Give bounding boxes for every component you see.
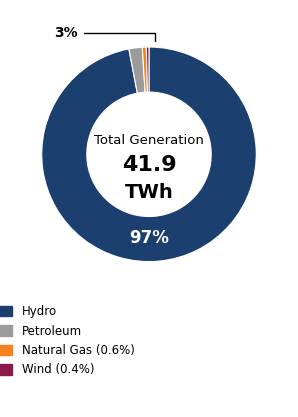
Text: TWh: TWh [125, 183, 173, 202]
Wedge shape [129, 47, 145, 93]
Text: Total Generation: Total Generation [94, 134, 204, 147]
Text: 97%: 97% [129, 229, 169, 247]
Text: 41.9: 41.9 [122, 155, 176, 175]
Text: 3%: 3% [55, 26, 156, 41]
Wedge shape [146, 47, 149, 92]
Legend: Hydro, Petroleum, Natural Gas (0.6%), Wind (0.4%): Hydro, Petroleum, Natural Gas (0.6%), Wi… [0, 305, 135, 377]
Wedge shape [42, 47, 256, 261]
Wedge shape [142, 47, 148, 92]
